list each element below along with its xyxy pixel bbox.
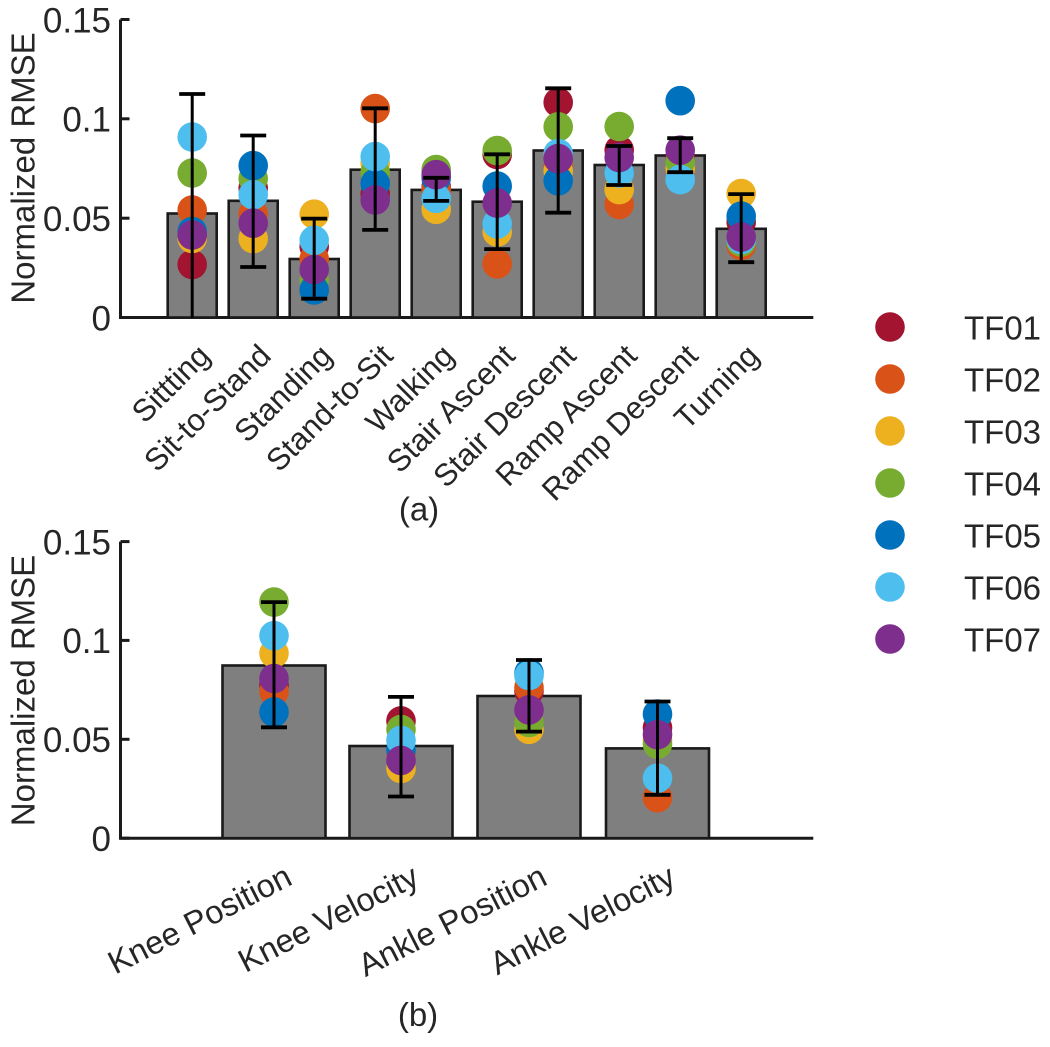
svg-text:0.05: 0.05 xyxy=(43,721,111,760)
svg-text:0.15: 0.15 xyxy=(43,523,111,562)
svg-text:0: 0 xyxy=(92,299,111,338)
svg-text:Normalized RMSE: Normalized RMSE xyxy=(5,32,42,303)
svg-text:TF05: TF05 xyxy=(964,518,1041,555)
svg-text:0: 0 xyxy=(92,820,111,859)
svg-text:Normalized RMSE: Normalized RMSE xyxy=(5,555,42,826)
svg-text:TF03: TF03 xyxy=(964,414,1041,451)
svg-text:(a): (a) xyxy=(399,491,439,528)
svg-text:0.15: 0.15 xyxy=(43,1,111,40)
svg-text:TF04: TF04 xyxy=(964,466,1041,503)
svg-text:TF02: TF02 xyxy=(964,362,1041,399)
svg-text:0.1: 0.1 xyxy=(62,622,111,661)
svg-text:TF06: TF06 xyxy=(964,570,1041,607)
svg-text:(b): (b) xyxy=(398,996,438,1033)
svg-text:TF07: TF07 xyxy=(964,622,1041,659)
svg-text:0.05: 0.05 xyxy=(43,200,111,239)
svg-text:TF01: TF01 xyxy=(964,310,1041,347)
svg-text:0.1: 0.1 xyxy=(62,101,111,140)
